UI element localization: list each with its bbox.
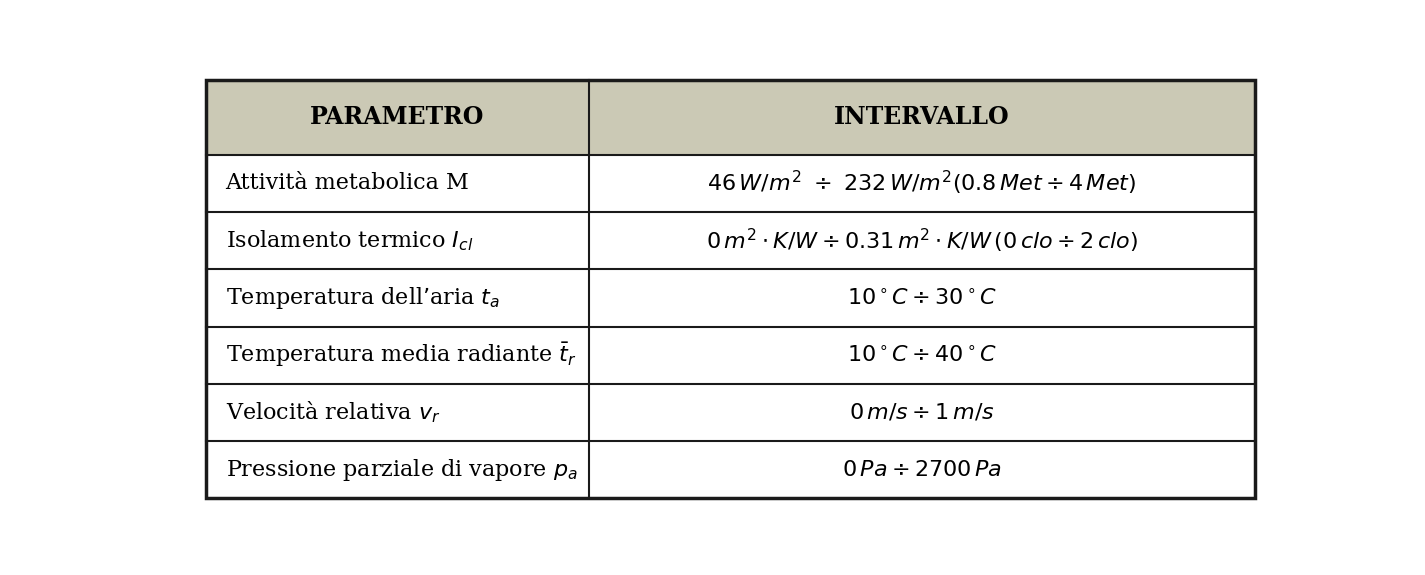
Text: Temperatura media radiante $\mathit{\bar{t}}_{r}$: Temperatura media radiante $\mathit{\bar…	[225, 341, 576, 369]
Text: Attività metabolica M: Attività metabolica M	[225, 172, 469, 194]
Text: $46\,W/m^2\ \div\ 232\,W/m^2(0.8\,Met \div 4\,\mathit{Met})$: $46\,W/m^2\ \div\ 232\,W/m^2(0.8\,Met \d…	[707, 169, 1136, 197]
Text: $0\,Pa \div 2700\,Pa$: $0\,Pa \div 2700\,Pa$	[842, 460, 1002, 480]
Text: $0\,m^2 \cdot K/W \div 0.31\,m^2 \cdot K/W\,(0\,clo \div 2\,\mathit{clo})$: $0\,m^2 \cdot K/W \div 0.31\,m^2 \cdot K…	[705, 227, 1137, 255]
Text: $0\,m/s \div 1\,m/s$: $0\,m/s \div 1\,m/s$	[849, 402, 995, 423]
Bar	[205, 212, 1255, 269]
Text: $10{^\circ}C \div 30{^\circ}C$: $10{^\circ}C \div 30{^\circ}C$	[846, 288, 997, 308]
Bar	[205, 327, 1255, 384]
Bar	[205, 441, 1255, 499]
Bar	[205, 155, 1255, 212]
Text: Velocità relativa $\mathit{v}_{r}$: Velocità relativa $\mathit{v}_{r}$	[225, 400, 440, 426]
Text: Pressione parziale di vapore $\mathit{p}_{a}$: Pressione parziale di vapore $\mathit{p}…	[225, 457, 577, 483]
Bar	[205, 269, 1255, 327]
Text: PARAMETRO: PARAMETRO	[311, 105, 484, 129]
Text: INTERVALLO: INTERVALLO	[834, 105, 1009, 129]
Text: $10{^\circ}C \div 40{^\circ}C$: $10{^\circ}C \div 40{^\circ}C$	[846, 345, 997, 366]
Bar	[205, 384, 1255, 441]
Text: Isolamento termico $\mathit{I}_{cl}$: Isolamento termico $\mathit{I}_{cl}$	[225, 228, 473, 253]
Bar	[205, 80, 1255, 155]
Text: Temperatura dell’aria $\mathit{t}_{a}$: Temperatura dell’aria $\mathit{t}_{a}$	[225, 285, 500, 311]
